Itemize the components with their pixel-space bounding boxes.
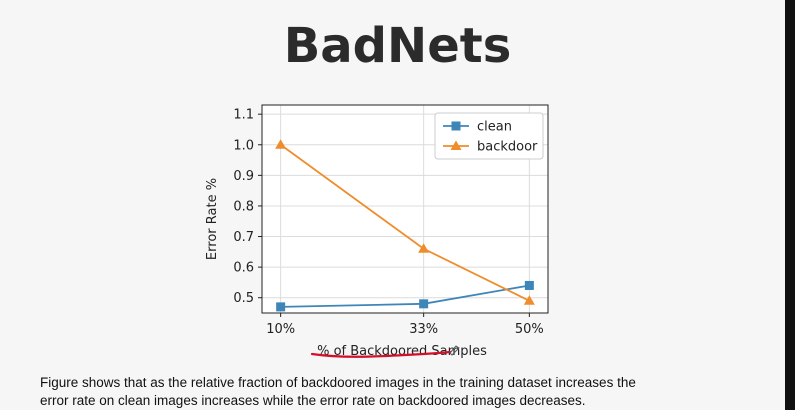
legend-label: clean bbox=[477, 120, 512, 135]
legend-swatch-marker bbox=[451, 121, 461, 131]
data-point-backdoor bbox=[275, 139, 287, 149]
pen-cursor-icon bbox=[449, 345, 460, 356]
caption-line-1: Figure shows that as the relative fracti… bbox=[40, 375, 636, 390]
y-tick-label: 0.8 bbox=[233, 199, 254, 214]
x-tick-label: 33% bbox=[409, 322, 438, 337]
window-edge bbox=[785, 0, 795, 410]
y-tick-label: 1.1 bbox=[233, 108, 254, 123]
data-point-clean bbox=[524, 280, 534, 290]
legend-label: backdoor bbox=[477, 140, 538, 155]
y-axis-label: Error Rate % bbox=[205, 178, 220, 260]
y-tick-label: 0.5 bbox=[233, 291, 254, 306]
x-tick-label: 10% bbox=[266, 322, 295, 337]
slide-title: BadNets bbox=[283, 18, 512, 74]
y-tick-label: 1.0 bbox=[233, 138, 254, 153]
caption-line-2: error rate on clean images increases whi… bbox=[40, 393, 586, 408]
x-axis-label: % of Backdoored Samples bbox=[317, 344, 487, 359]
data-point-backdoor bbox=[523, 295, 535, 305]
figure-caption: Figure shows that as the relative fracti… bbox=[40, 374, 780, 410]
y-tick-label: 0.7 bbox=[233, 230, 254, 245]
data-point-clean bbox=[419, 299, 429, 309]
handwritten-underline bbox=[310, 345, 460, 358]
legend-swatch-marker bbox=[450, 140, 462, 150]
y-tick-label: 0.9 bbox=[233, 169, 254, 184]
underline-stroke bbox=[310, 350, 452, 358]
data-point-clean bbox=[276, 302, 286, 312]
data-point-backdoor bbox=[418, 243, 430, 253]
x-tick-label: 50% bbox=[515, 322, 544, 337]
plot-frame bbox=[261, 104, 549, 314]
line-chart: 0.5 0.6 0.7 0.8 0.9 1.0 1.1 10% 33% 50% % of Backd… bbox=[205, 104, 549, 359]
legend-box bbox=[434, 112, 544, 160]
y-tick-label: 0.6 bbox=[233, 261, 254, 276]
